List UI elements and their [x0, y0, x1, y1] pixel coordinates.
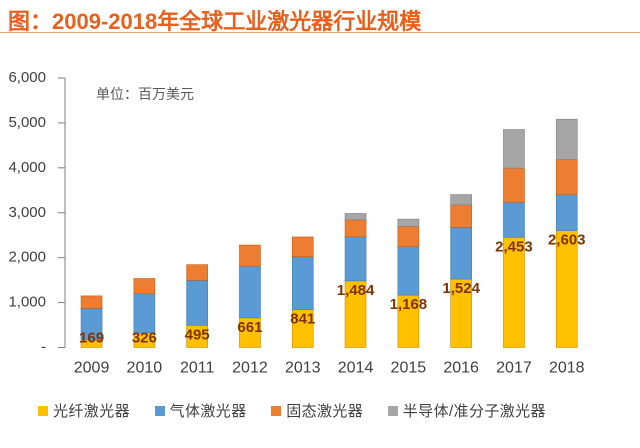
svg-text:2013: 2013: [285, 360, 321, 377]
svg-text:326: 326: [132, 330, 157, 347]
svg-text:2018: 2018: [549, 360, 585, 377]
svg-text:841: 841: [290, 311, 315, 328]
svg-text:3,000: 3,000: [8, 204, 46, 221]
svg-text:2014: 2014: [338, 360, 374, 377]
svg-text:1,000: 1,000: [8, 294, 46, 311]
svg-text:5,000: 5,000: [8, 114, 46, 131]
svg-text:2011: 2011: [180, 360, 215, 377]
svg-text:169: 169: [79, 330, 104, 347]
svg-text:6,000: 6,000: [8, 69, 46, 86]
svg-text:1,524: 1,524: [442, 280, 480, 297]
svg-text:2012: 2012: [232, 360, 268, 377]
svg-text:2,603: 2,603: [548, 232, 586, 249]
svg-text:2009: 2009: [74, 360, 110, 377]
svg-text:2010: 2010: [127, 360, 163, 377]
svg-text:2,453: 2,453: [495, 238, 533, 255]
svg-text:2017: 2017: [496, 360, 532, 377]
svg-text:4,000: 4,000: [8, 159, 46, 176]
svg-text:2016: 2016: [443, 360, 479, 377]
svg-text:495: 495: [185, 326, 210, 343]
svg-text:-: -: [41, 339, 46, 356]
svg-text:2015: 2015: [391, 360, 427, 377]
svg-text:1,484: 1,484: [337, 282, 375, 299]
svg-text:661: 661: [237, 319, 262, 336]
svg-text:1,168: 1,168: [390, 296, 428, 313]
svg-text:2,000: 2,000: [8, 249, 46, 266]
